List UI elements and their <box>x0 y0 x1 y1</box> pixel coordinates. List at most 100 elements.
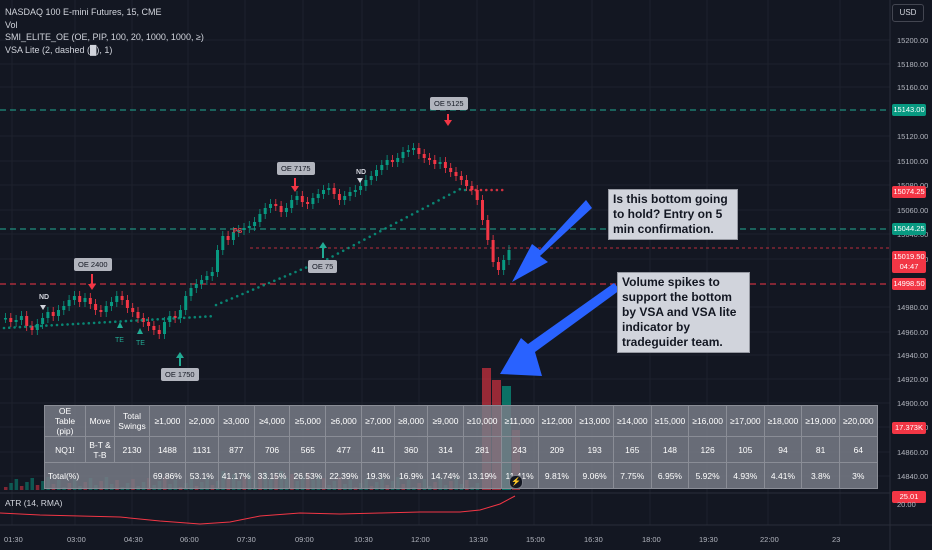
oe-trail-dot <box>299 268 303 272</box>
oe-threshold: ≥8,000 <box>394 405 429 437</box>
candle-body <box>406 150 410 152</box>
candle-body <box>25 316 29 326</box>
candle-body <box>247 226 251 228</box>
candle-body <box>295 196 299 200</box>
candle-body <box>152 326 156 330</box>
candle-body <box>253 222 257 226</box>
oe-trail-dot <box>172 317 175 320</box>
time-axis-label: 18:00 <box>642 535 661 544</box>
oe-trail-dot <box>442 196 446 199</box>
candle-body <box>51 312 55 316</box>
candle-body <box>4 318 7 320</box>
oe-threshold: ≥1,000 <box>149 405 186 437</box>
candle-body <box>184 296 188 310</box>
oe-trail-dot <box>437 199 440 202</box>
candle-body <box>316 194 320 198</box>
oe-trail-dot <box>262 283 266 287</box>
oe-trail-dot <box>193 315 197 319</box>
oe-count: 1131 <box>184 436 219 463</box>
candle-body <box>359 186 363 190</box>
oe-label-7175: OE 7175 <box>277 162 315 175</box>
symbol-title[interactable]: NASDAQ 100 E-mini Futures, 15, CME <box>5 7 162 17</box>
time-axis-label: 13:30 <box>469 535 488 544</box>
candle-body <box>449 168 453 172</box>
oe-trail-dot <box>114 320 117 324</box>
oe-percent: 5.92% <box>688 462 727 489</box>
oe-trail-dot <box>124 319 128 323</box>
oe-threshold: ≥9,000 <box>427 405 464 437</box>
candle-body <box>14 320 18 322</box>
oe-percent: 14.74% <box>427 462 464 489</box>
oe-table-move-type: B-T & T-B <box>85 436 115 463</box>
oe-trail-dot <box>273 279 276 283</box>
oe-trail-dot <box>76 322 80 326</box>
candle-body <box>300 196 304 202</box>
oe-trail-dot <box>214 303 218 307</box>
candle-body <box>46 312 50 318</box>
oe-label-2400: OE 2400 <box>74 258 112 271</box>
atr-indicator-label[interactable]: ATR (14, RMA) <box>5 498 63 508</box>
oe-count: 148 <box>650 436 690 463</box>
volume-bar <box>4 487 8 490</box>
oe-trail-dot <box>469 188 472 192</box>
candle-body <box>115 296 119 302</box>
currency-button[interactable]: USD <box>892 4 924 22</box>
oe-trail-dot <box>400 218 403 222</box>
oe-threshold: ≥20,000 <box>838 405 878 437</box>
vol-indicator-label[interactable]: Vol <box>5 19 18 30</box>
candle-body <box>173 316 177 318</box>
oe-trail-dot <box>294 270 297 274</box>
time-axis-label: 22:00 <box>760 535 779 544</box>
time-axis-label: 16:30 <box>584 535 603 544</box>
candle-body <box>136 312 140 318</box>
oe-table-count-row: NQ1! B-T & T-B 2130 1488 1131 877 706 56… <box>44 436 878 463</box>
current-price-value: 15019.50 <box>893 252 925 261</box>
oe-count: 877 <box>217 436 255 463</box>
time-axis-label: 09:00 <box>295 535 314 544</box>
smi-indicator-label[interactable]: SMI_ELITE_OE (OE, PIP, 100, 20, 1000, 10… <box>5 32 204 42</box>
oe-trail-dot <box>2 326 6 330</box>
oe-trail-dot <box>92 321 96 325</box>
oe-trail-dot <box>50 324 53 327</box>
annotation-arrow-bottom <box>500 283 620 376</box>
mark2-price-tag: 15044.25 <box>892 223 926 235</box>
candle-body <box>507 250 511 260</box>
time-axis-label: 04:30 <box>124 535 143 544</box>
price-axis-label: 14900.00 <box>897 399 928 408</box>
candle-body <box>35 324 39 330</box>
oe-trail-dot <box>363 238 366 241</box>
oe-trail-dot <box>458 187 462 191</box>
time-axis-label: 07:30 <box>237 535 256 544</box>
oe-table-header-total: Total Swings <box>114 405 150 437</box>
oe-trail-dot <box>135 319 138 322</box>
oe-trail-dot <box>103 321 106 324</box>
candle-body <box>258 214 262 222</box>
oe-trail-dot <box>13 326 16 329</box>
ps-marker: PS <box>233 228 243 235</box>
lightning-icon[interactable]: ⚡ <box>509 475 523 489</box>
oe-trail-dot <box>394 221 398 225</box>
price-axis-label: 15200.00 <box>897 36 928 45</box>
oe-table-header-move: Move <box>85 405 115 437</box>
oe-threshold: ≥16,000 <box>688 405 727 437</box>
candle-body <box>226 236 230 240</box>
oe-trail-dot <box>304 266 308 269</box>
oe-count: 193 <box>575 436 614 463</box>
oe-trail-dot <box>283 275 287 278</box>
price-axis-label: 14840.00 <box>897 472 928 481</box>
vsa-indicator-label[interactable]: VSA Lite (2, dashed (█), 1) <box>5 44 113 55</box>
candle-body <box>189 288 193 296</box>
candle-body <box>348 192 352 196</box>
note-bottom-question[interactable]: Is this bottom going to hold? Entry on 5… <box>608 189 738 240</box>
time-axis-label: 15:00 <box>526 535 545 544</box>
volume-bar <box>41 481 45 490</box>
oe-trail-dot <box>490 188 493 192</box>
volume-bar <box>25 482 29 490</box>
oe-percent: 6.95% <box>650 462 690 489</box>
note-volume-spikes[interactable]: Volume spikes to support the bottom by V… <box>617 272 750 353</box>
oe-percent: 41.17% <box>217 462 255 489</box>
oe-trail-dot <box>235 294 239 298</box>
oe-trail-dot <box>368 235 372 239</box>
candle-body <box>104 306 108 312</box>
oe-count: 706 <box>253 436 291 463</box>
